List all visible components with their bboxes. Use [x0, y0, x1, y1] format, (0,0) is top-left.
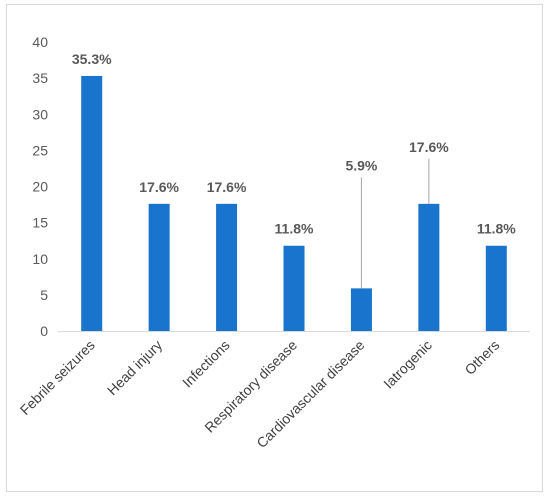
bar [81, 75, 103, 332]
y-tick-label: 40 [32, 34, 48, 50]
y-tick-label: 20 [32, 179, 48, 195]
data-label: 17.6% [139, 179, 179, 195]
data-label: 11.8% [275, 221, 314, 237]
bar [148, 203, 170, 331]
bar [418, 203, 440, 331]
data-label: 17.6% [207, 179, 247, 195]
bar [283, 245, 305, 331]
y-tick-label: 25 [32, 142, 48, 158]
y-tick-label: 10 [32, 251, 48, 267]
leader-lines-group [360, 158, 430, 289]
data-label: 17.6% [409, 139, 449, 155]
data-labels-group: 35.3% 17.6% 17.6% 11.8% 5.9% 17.6% 11.8% [72, 51, 516, 237]
y-tick-label: 15 [32, 215, 48, 231]
y-tick-label: 5 [40, 287, 48, 303]
y-tick-label: 30 [32, 106, 48, 122]
y-tick-label: 0 [40, 323, 48, 339]
bar [350, 288, 372, 331]
bar [216, 203, 238, 331]
data-label: 5.9% [345, 157, 377, 173]
y-axis: 0 5 10 15 20 25 30 35 40 [32, 34, 48, 339]
data-label: 35.3% [72, 51, 112, 67]
bar [485, 245, 507, 331]
data-label: 11.8% [477, 221, 516, 237]
y-tick-label: 35 [32, 70, 48, 86]
bars-group [81, 75, 507, 332]
